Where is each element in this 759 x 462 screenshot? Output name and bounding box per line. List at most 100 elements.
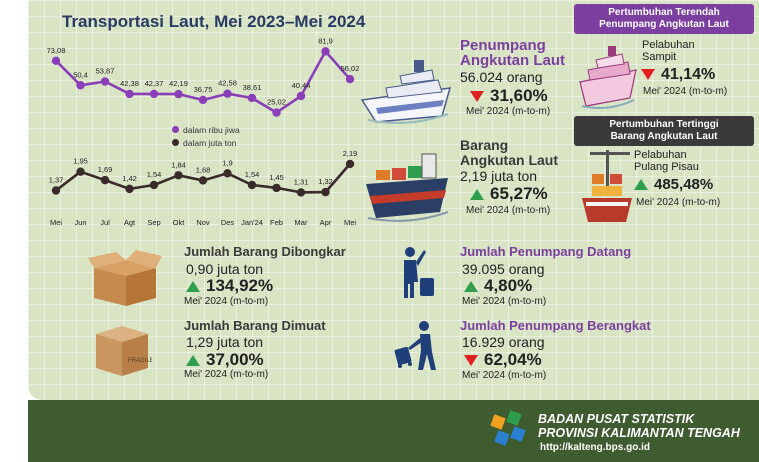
data-label-0-4: 42,37: [145, 79, 164, 88]
berangkat-title: Jumlah Penumpang Berangkat: [460, 318, 651, 333]
data-point-0-11: [321, 47, 330, 56]
arriving-passenger-icon: [404, 247, 434, 298]
data-point-0-7: [223, 89, 232, 98]
barang-title-line2: Angkutan Laut: [460, 152, 558, 168]
tertinggi-header: Pertumbuhan Tertinggi Barang Angkutan La…: [574, 116, 754, 146]
data-label-1-3: 1,42: [122, 174, 137, 183]
data-label-1-2: 1,69: [98, 165, 113, 174]
legend-item-juta: dalam juta ton: [172, 137, 240, 150]
data-point-1-12: [345, 159, 355, 169]
data-label-0-12: 56,02: [341, 64, 360, 73]
data-point-0-10: [296, 91, 306, 101]
data-label-1-9: 1,45: [269, 173, 284, 182]
penumpang-title-line1: Penumpang: [460, 37, 546, 54]
chart-legend: dalam ribu jiwa dalam juta ton: [172, 124, 240, 150]
dimuat-note: Mei' 2024 (m-to-m): [184, 369, 269, 380]
penumpang-change: 31,60%: [470, 86, 548, 106]
data-point-0-3: [125, 89, 134, 99]
footer-url: http://kalteng.bps.go.id: [540, 442, 650, 453]
berangkat-pct: 62,04%: [484, 350, 542, 369]
barang-pct: 65,27%: [490, 184, 548, 203]
terendah-place-line2: Sampit: [642, 51, 677, 63]
dibongkar-value: 0,90 juta ton: [186, 261, 264, 277]
data-point-0-12: [345, 75, 355, 84]
data-point-1-7: [223, 169, 232, 178]
x-tick-label-8: Jan'24: [241, 218, 263, 227]
legend-marker-juta: [172, 139, 179, 146]
data-point-0-6: [198, 95, 208, 105]
dibongkar-title: Jumlah Barang Dibongkar: [184, 244, 346, 259]
data-point-1-2: [100, 175, 110, 185]
dimuat-value: 1,29 juta ton: [186, 334, 264, 350]
data-label-0-3: 42,38: [120, 79, 139, 88]
tertinggi-pct: 485,48%: [654, 176, 714, 193]
data-label-1-0: 1,37: [49, 175, 64, 184]
x-tick-label-5: Okt: [173, 218, 186, 227]
data-label-0-9: 25,02: [267, 98, 286, 107]
data-point-1-4: [149, 180, 159, 190]
terendah-place-line1: Pelabuhan: [642, 39, 695, 51]
data-point-1-10: [296, 188, 306, 197]
up-arrow-icon: [186, 355, 200, 367]
berangkat-change: 62,04%: [464, 350, 542, 370]
open-box-icon: [88, 250, 162, 306]
footer-org-line1: BADAN PUSAT STATISTIK: [538, 412, 695, 426]
port-crane-icon: [582, 150, 632, 222]
cargo-ship-icon: [366, 153, 449, 222]
terendah-pct: 41,14%: [661, 66, 716, 83]
data-label-1-10: 1,31: [294, 177, 309, 186]
data-label-0-0: 73,08: [47, 46, 66, 55]
x-tick-label-10: Mar: [295, 218, 308, 227]
terendah-header: Pertumbuhan Terendah Penumpang Angkutan …: [574, 4, 754, 34]
tertinggi-note: Mei' 2024 (m-to-m): [636, 197, 721, 208]
barang-value: 2,19 juta ton: [460, 168, 538, 184]
passenger-ship-icon: [360, 60, 452, 124]
terendah-place: Pelabuhan Sampit: [642, 39, 695, 63]
terendah-note: Mei' 2024 (m-to-m): [643, 86, 728, 97]
data-point-0-1: [76, 81, 85, 90]
penumpang-note: Mei' 2024 (m-to-m): [466, 106, 551, 117]
page-title: Transportasi Laut, Mei 2023–Mei 2024: [62, 12, 366, 31]
terendah-header-line2: Penumpang Angkutan Laut: [599, 19, 729, 30]
datang-change: 4,80%: [464, 276, 532, 296]
closed-box-icon: FRAGILE: [96, 326, 152, 376]
data-label-1-1: 1,95: [73, 157, 88, 166]
dimuat-change: 37,00%: [186, 350, 264, 370]
down-arrow-icon: [464, 355, 478, 367]
pink-ship-icon: [579, 46, 637, 109]
barang-title-line1: Barang: [460, 137, 509, 153]
berangkat-note: Mei' 2024 (m-to-m): [462, 370, 547, 381]
data-point-0-8: [247, 93, 257, 103]
data-point-1-11: [321, 187, 330, 197]
dibongkar-change: 134,92%: [186, 276, 273, 296]
tertinggi-place-line2: Pulang Pisau: [634, 161, 699, 173]
x-tick-label-3: Agt: [124, 218, 136, 227]
x-tick-label-4: Sep: [147, 218, 160, 227]
datang-value: 39.095 orang: [462, 261, 545, 277]
data-label-1-7: 1,9: [222, 158, 232, 167]
data-point-0-0: [51, 56, 61, 66]
datang-pct: 4,80%: [484, 276, 533, 295]
bps-logo-icon: [490, 410, 526, 446]
up-arrow-icon: [470, 189, 484, 201]
barang-note: Mei' 2024 (m-to-m): [466, 205, 551, 216]
departing-passenger-icon: [394, 321, 436, 370]
x-tick-label-6: Nov: [196, 218, 210, 227]
data-point-1-5: [174, 171, 183, 180]
x-tick-label-2: Jul: [100, 218, 110, 227]
legend-item-ribu: dalam ribu jiwa: [172, 124, 240, 137]
data-label-0-2: 53,87: [96, 67, 115, 76]
datang-title: Jumlah Penumpang Datang: [460, 244, 632, 259]
footer-org-line2: PROVINSI KALIMANTAN TENGAH: [538, 426, 740, 440]
legend-label-juta: dalam juta ton: [183, 138, 237, 148]
data-label-0-11: 81,9: [318, 36, 333, 45]
datang-note: Mei' 2024 (m-to-m): [462, 296, 547, 307]
data-point-1-6: [198, 176, 208, 185]
x-tick-label-11: Apr: [320, 218, 332, 227]
data-point-1-3: [125, 184, 134, 194]
dibongkar-pct: 134,92%: [206, 276, 274, 295]
tertinggi-place-line1: Pelabuhan: [634, 149, 687, 161]
data-point-1-0: [51, 186, 61, 195]
data-label-1-6: 1,68: [196, 165, 211, 174]
terendah-change: 41,14%: [641, 66, 715, 84]
